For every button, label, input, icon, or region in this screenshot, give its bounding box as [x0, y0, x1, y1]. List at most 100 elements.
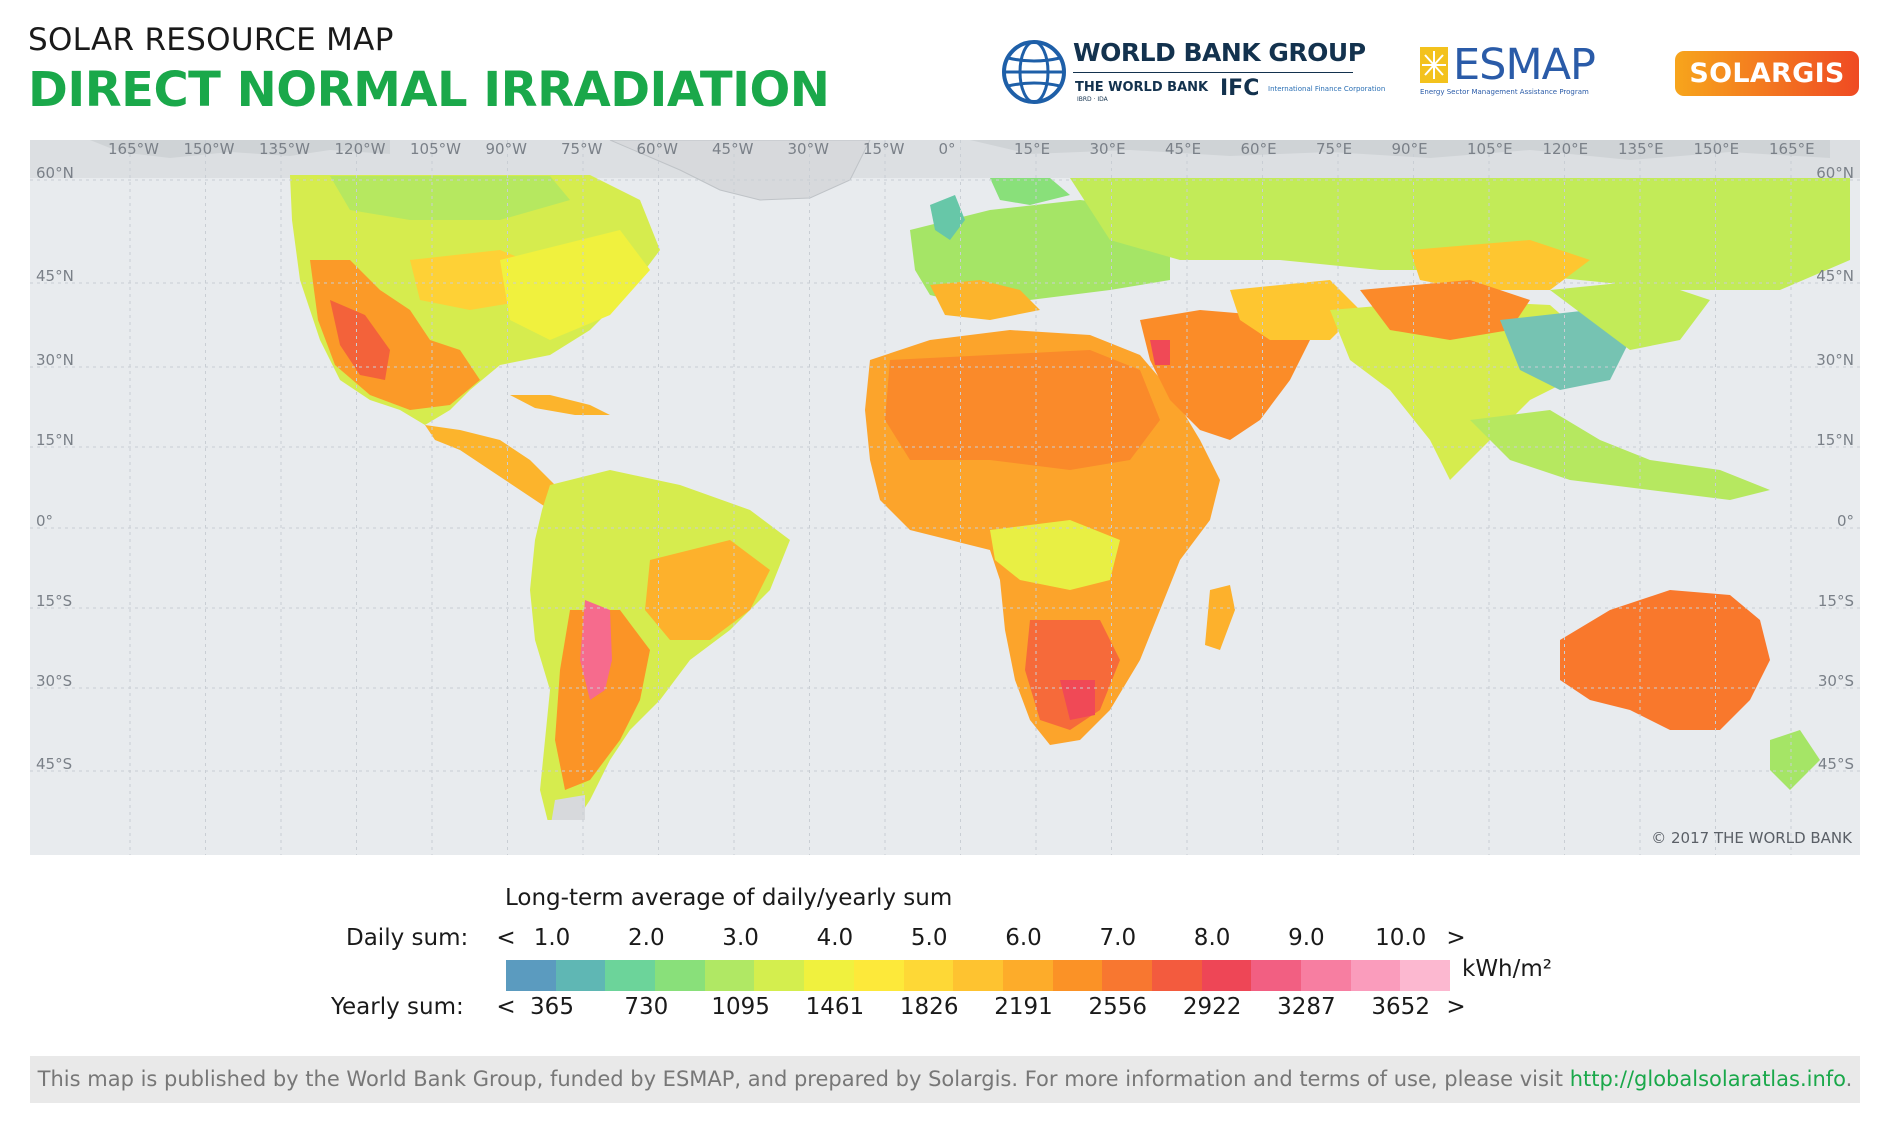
yearly-tick-label: 1826	[899, 994, 959, 1020]
siberia-coast	[970, 140, 1830, 160]
world-bank-group-logo-text: WORLD BANK GROUP	[1073, 38, 1366, 67]
legend-swatch	[1400, 960, 1451, 991]
yearly-tick-label: 3652	[1371, 994, 1430, 1020]
russia	[1070, 178, 1850, 290]
map-title: DIRECT NORMAL IRRADIATION	[28, 62, 830, 118]
legend-swatch	[754, 960, 805, 991]
central-africa	[990, 520, 1120, 590]
longitude-label: 0°	[938, 140, 956, 158]
legend-swatch	[1350, 960, 1401, 991]
legend-swatch	[1052, 960, 1103, 991]
yearly-tick-label: 3287	[1277, 994, 1336, 1020]
daily-tick-label: 6.0	[1005, 925, 1042, 951]
daily-greater-than: >	[1446, 925, 1466, 951]
latitude-label: 45°N	[1816, 267, 1854, 285]
brazil-northeast	[645, 540, 770, 640]
canada-north	[330, 176, 570, 220]
yearly-less-than: <	[496, 994, 516, 1020]
daily-tick-label: 7.0	[1099, 925, 1137, 951]
new-zealand	[1770, 730, 1820, 790]
footer-link[interactable]: http://globalsolaratlas.info	[1569, 1067, 1846, 1091]
map-kicker: SOLAR RESOURCE MAP	[28, 22, 394, 58]
daily-tick-label: 10.0	[1375, 925, 1427, 951]
esmap-full-name: Energy Sector Management Assistance Prog…	[1420, 88, 1589, 96]
latitude-label: 30°S	[1817, 672, 1854, 690]
andes-south	[555, 610, 650, 790]
legend-swatch	[704, 960, 755, 991]
yearly-tick-label: 2556	[1088, 994, 1148, 1020]
legend-swatch	[1002, 960, 1053, 991]
latitude-label: 15°N	[1816, 431, 1854, 449]
latitude-label: 0°	[36, 512, 54, 530]
latitude-label: 0°	[1836, 512, 1854, 530]
ifc-full-name: International Finance Corporation	[1268, 85, 1386, 93]
mojave-peak	[330, 300, 390, 380]
longitude-label: 150°W	[183, 140, 235, 158]
longitude-label: 75°E	[1316, 140, 1353, 158]
longitude-label: 120°E	[1542, 140, 1589, 158]
solargis-logo: SOLARGIS	[1675, 51, 1859, 96]
longitude-label: 135°W	[259, 140, 310, 158]
esmap-logo-text: ESMAP	[1453, 40, 1596, 90]
longitude-label: 75°W	[561, 140, 603, 158]
map-copyright: © 2017 THE WORLD BANK	[1651, 829, 1852, 847]
yearly-tick-label: 1461	[805, 994, 865, 1020]
yearly-sum-label: Yearly sum:	[331, 994, 464, 1020]
legend-swatch	[1151, 960, 1202, 991]
graticule	[30, 140, 1860, 855]
legend-swatch	[804, 960, 854, 991]
latitude-label: 60°N	[1816, 164, 1854, 182]
longitude-label: 105°W	[410, 140, 461, 158]
latitude-label: 30°N	[36, 351, 74, 369]
legend-swatch	[953, 960, 1003, 991]
latitude-label: 30°N	[1816, 351, 1854, 369]
longitude-label: 165°E	[1769, 140, 1815, 158]
daily-tick-label: 5.0	[910, 925, 948, 951]
legend-swatch	[853, 960, 904, 991]
tibetan-plateau	[1360, 280, 1530, 340]
latitude-label: 45°S	[36, 755, 73, 773]
ifc-logo-text: IFC	[1220, 76, 1260, 101]
longitude-label: 30°E	[1089, 140, 1126, 158]
legend-caption: Long-term average of daily/yearly sum	[505, 885, 953, 911]
latitude-label: 45°N	[36, 267, 74, 285]
footer: This map is published by the World Bank …	[30, 1056, 1860, 1103]
longitude-label: 90°W	[485, 140, 527, 158]
yearly-tick-label: 365	[530, 994, 574, 1020]
latitude-label: 45°S	[1817, 755, 1854, 773]
legend-swatch	[506, 960, 556, 991]
yearly-tick-label: 730	[624, 994, 669, 1020]
sinai-peak	[1150, 340, 1170, 365]
longitude-label: 45°E	[1165, 140, 1202, 158]
caribbean-islands	[510, 395, 610, 415]
latitude-label: 15°N	[36, 431, 74, 449]
madagascar	[1205, 585, 1235, 650]
namib-peak	[1060, 680, 1095, 720]
legend-swatch	[655, 960, 705, 991]
latitude-label: 30°S	[36, 672, 73, 690]
legend-swatch	[1201, 960, 1252, 991]
world-bank-globe-icon	[1002, 40, 1066, 104]
longitude-label: 90°E	[1391, 140, 1428, 158]
legend-swatch	[1102, 960, 1152, 991]
australia	[1560, 590, 1770, 730]
yearly-tick-label: 2191	[994, 994, 1053, 1020]
north-america-southwest	[310, 260, 480, 410]
footer-text: This map is published by the World Bank …	[37, 1067, 1570, 1091]
central-america	[425, 425, 570, 510]
longitude-label: 120°W	[334, 140, 386, 158]
logo-divider	[1073, 72, 1353, 73]
southern-africa	[1025, 620, 1120, 730]
daily-tick-label: 4.0	[816, 925, 854, 951]
mongolia	[1410, 240, 1590, 290]
legend-swatch	[1301, 960, 1351, 991]
legend-unit: kWh/m²	[1462, 956, 1553, 982]
legend-color-bar	[506, 960, 1451, 991]
longitude-label: 15°W	[863, 140, 905, 158]
latitude-label: 15°S	[1817, 592, 1854, 610]
latitude-label: 60°N	[36, 164, 74, 182]
daily-tick-label: 3.0	[722, 925, 759, 951]
latitude-label: 15°S	[36, 592, 73, 610]
ibrd-ida-text: IBRD · IDA	[1077, 96, 1108, 103]
longitude-label: 105°E	[1467, 140, 1513, 158]
